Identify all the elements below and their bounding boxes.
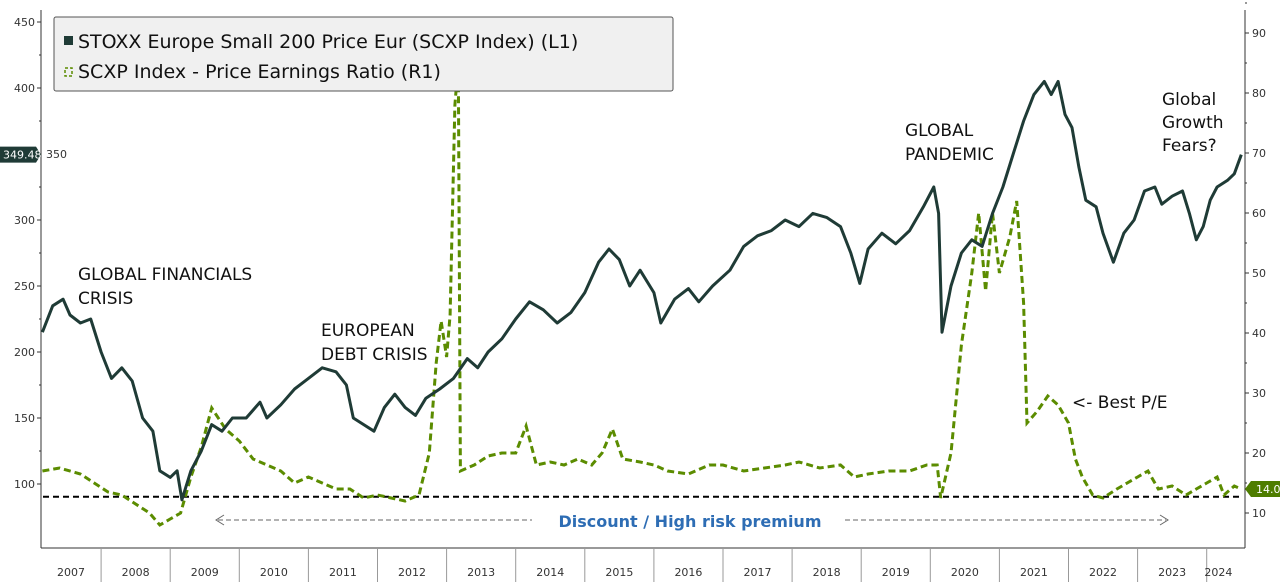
right-tick-label: 50 [1252, 267, 1266, 280]
last-price-badge: 349.48 [0, 146, 42, 163]
x-tick-label: 2008 [122, 566, 150, 579]
annotation-discount: Discount / High risk premium [559, 512, 822, 531]
right-tick-label: 40 [1252, 327, 1266, 340]
legend-pe-swatch [64, 67, 73, 77]
last-pe-value: 14.0 [1256, 483, 1280, 496]
x-tick-label: 2011 [329, 566, 357, 579]
right-tick-label: 90 [1252, 27, 1266, 40]
axes: 100 150 200 250 300 350 400 450 10 20 30 40 50 60 70 80… [14, 2, 1266, 582]
left-tick-label: 200 [14, 346, 35, 359]
right-tick-label: 60 [1252, 207, 1266, 220]
x-tick-label: 2020 [951, 566, 979, 579]
x-tick-label: 2016 [674, 566, 702, 579]
x-tick-label: 2009 [191, 566, 219, 579]
left-tick-label: 250 [14, 280, 35, 293]
annotation-debt-2: DEBT CRISIS [321, 345, 428, 365]
x-tick-label: 2021 [1020, 566, 1048, 579]
left-tick-label: 100 [14, 478, 35, 491]
x-tick-label: 2012 [398, 566, 426, 579]
annotation-debt-1: EUROPEAN [321, 321, 415, 341]
arrow-right-head [1159, 514, 1169, 526]
legend-price-swatch [64, 36, 73, 45]
annotation-growth-3: Fears? [1162, 136, 1217, 156]
arrow-left-head [215, 514, 225, 526]
left-tick-label: 150 [14, 412, 35, 425]
right-tick-label: 30 [1252, 387, 1266, 400]
right-tick-label: 70 [1252, 147, 1266, 160]
x-tick-label: 2017 [744, 566, 772, 579]
x-tick-label: 2024 [1204, 566, 1232, 579]
annotation-growth-2: Growth [1162, 113, 1224, 133]
x-tick-label: 2014 [536, 566, 564, 579]
left-tick-label: 400 [14, 82, 35, 95]
x-tick-label: 2019 [882, 566, 910, 579]
x-tick-label: 2010 [260, 566, 288, 579]
right-tick-label: 10 [1252, 507, 1266, 520]
x-tick-label: 2022 [1089, 566, 1117, 579]
legend-price-label: STOXX Europe Small 200 Price Eur (SCXP I… [78, 31, 578, 53]
last-price-value: 349.48 [3, 149, 42, 162]
annotation-gfc-1: GLOBAL FINANCIALS [78, 265, 252, 285]
annotation-pandemic-2: PANDEMIC [905, 145, 994, 165]
annotation-growth-1: Global [1162, 90, 1216, 110]
left-tick-label: 350 [46, 148, 67, 161]
x-tick-label: 2018 [813, 566, 841, 579]
x-tick-label: 2015 [605, 566, 633, 579]
left-tick-label: 300 [14, 214, 35, 227]
pe-series-line [42, 62, 1242, 527]
x-tick-label: 2013 [467, 566, 495, 579]
x-tick-label: 2007 [57, 566, 85, 579]
legend-pe-label: SCXP Index - Price Earnings Ratio (R1) [78, 61, 441, 83]
x-tick-label: 2023 [1158, 566, 1186, 579]
annotation-pandemic-1: GLOBAL [905, 121, 974, 141]
left-tick-label: 450 [14, 16, 35, 29]
right-tick-label: 80 [1252, 87, 1266, 100]
annotations: GLOBAL FINANCIALS CRISIS EUROPEAN DEBT C… [78, 90, 1224, 531]
legend: STOXX Europe Small 200 Price Eur (SCXP I… [53, 16, 674, 92]
price-series-line [41, 79, 1243, 502]
last-pe-badge: 14.0 [1245, 481, 1280, 497]
right-tick-label: 20 [1252, 447, 1266, 460]
annotation-best-pe: <- Best P/E [1072, 393, 1168, 413]
annotation-gfc-2: CRISIS [78, 289, 133, 309]
